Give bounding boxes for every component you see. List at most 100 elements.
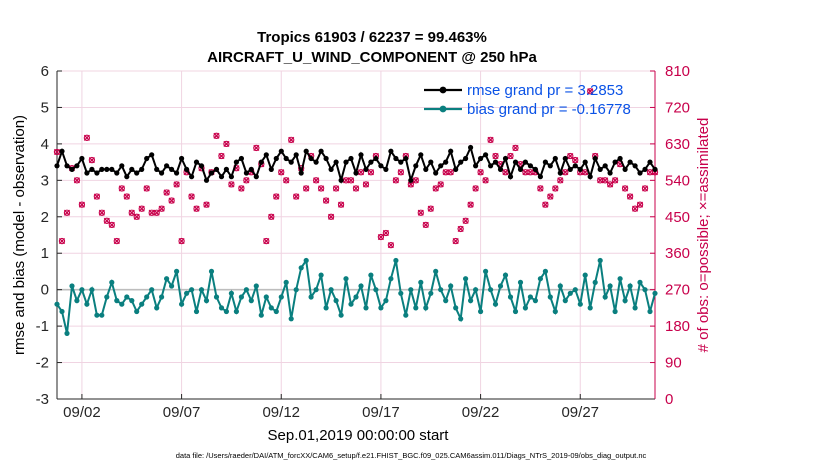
- bias-point: [109, 279, 115, 285]
- gridlines: [57, 70, 655, 400]
- bias-point: [348, 301, 354, 307]
- bias-point: [79, 287, 85, 293]
- rmse-point: [562, 155, 568, 162]
- rmse-point: [607, 170, 613, 176]
- obs-assimilated-mark: [93, 193, 100, 200]
- rmse-point: [547, 163, 553, 169]
- obs-assimilated-mark: [492, 152, 499, 160]
- bias-point: [383, 298, 389, 304]
- obs-possible-mark: [397, 169, 404, 176]
- x-tick-label: 09/22: [462, 404, 500, 421]
- rmse-point: [99, 166, 105, 172]
- obs-possible-mark: [626, 193, 634, 200]
- rmse-point: [373, 155, 379, 162]
- obs-possible-mark: [322, 197, 330, 204]
- obs-possible-mark: [288, 136, 295, 143]
- obs-assimilated-mark: [622, 185, 629, 192]
- bias-point: [473, 287, 479, 293]
- bias-point: [293, 287, 299, 293]
- rmse-point: [388, 148, 394, 154]
- rmse-point: [463, 155, 469, 162]
- obs-assimilated-mark: [377, 233, 384, 241]
- rmse-point: [333, 159, 339, 165]
- rmse-point: [228, 174, 234, 180]
- bias-point: [159, 294, 165, 300]
- x-tick-label: 09/07: [163, 404, 201, 421]
- bias-point: [144, 294, 150, 300]
- rmse-point: [278, 148, 284, 154]
- obs-assimilated-mark: [602, 177, 609, 184]
- y-tick-label: 2: [41, 209, 49, 226]
- data-file-footnote: data file: /Users/raeder/DAI/ATM_forcXX/…: [176, 451, 647, 460]
- y-tick-label: 6: [41, 63, 49, 80]
- bias-point: [627, 283, 633, 289]
- obs-assimilated-mark: [313, 177, 320, 184]
- obs-assimilated-mark: [362, 181, 370, 188]
- obs-assimilated-mark: [462, 217, 469, 224]
- bias-point: [233, 308, 239, 315]
- bias-point: [408, 287, 414, 293]
- rmse-point: [433, 170, 439, 176]
- obs-assimilated-mark: [288, 136, 295, 143]
- rmse-point: [243, 170, 249, 176]
- bias-point: [438, 287, 444, 293]
- obs-possible-mark: [362, 181, 370, 188]
- rmse-point: [104, 166, 110, 172]
- obs-possible-mark: [113, 237, 120, 245]
- obs-assimilated-mark: [223, 140, 230, 147]
- bias-point: [184, 290, 190, 296]
- obs-possible-mark: [567, 152, 574, 160]
- obs-possible-mark: [327, 213, 335, 220]
- bias-point: [69, 283, 75, 289]
- obs-possible-mark: [78, 201, 86, 208]
- rmse-point: [353, 170, 359, 176]
- obs-assimilated-mark: [397, 169, 404, 176]
- obs-possible-mark: [636, 201, 644, 208]
- obs-assimilated-mark: [452, 238, 459, 245]
- obs-assimilated-mark: [572, 157, 579, 164]
- obs-assimilated-mark: [113, 238, 120, 245]
- chart-title-line1: Tropics 61903 / 62237 = 99.463%: [257, 29, 487, 46]
- rmse-point: [408, 177, 414, 183]
- obs-possible-mark: [133, 213, 140, 220]
- obs-possible-mark: [213, 132, 220, 139]
- obs-assimilated-mark: [627, 193, 634, 200]
- obs-assimilated-mark: [557, 177, 564, 184]
- rmse-point: [308, 155, 314, 162]
- bias-point: [283, 279, 289, 285]
- obs-assimilated-mark: [303, 185, 310, 192]
- obs-assimilated-mark: [467, 201, 474, 208]
- bias-point: [208, 268, 215, 274]
- rmse-point: [423, 166, 429, 172]
- obs-possible-mark: [88, 156, 96, 164]
- bias-point: [537, 276, 544, 282]
- obs-possible-mark: [238, 185, 245, 192]
- obs-possible-mark: [223, 140, 230, 148]
- obs-possible-mark: [557, 177, 564, 184]
- bias-point: [179, 301, 185, 307]
- obs-possible-mark: [382, 229, 390, 237]
- bias-point: [413, 305, 419, 311]
- obs-assimilated-mark: [547, 193, 554, 200]
- obs-assimilated-mark: [53, 148, 61, 156]
- x-tick-label: 09/27: [561, 404, 599, 421]
- obs-possible-mark: [108, 221, 115, 229]
- rmse-point: [468, 144, 474, 151]
- axes: [56, 70, 656, 400]
- obs-possible-mark: [432, 185, 439, 192]
- y-right-tick-label: 810: [665, 63, 690, 80]
- rmse-point: [169, 166, 175, 172]
- bias-point: [463, 276, 469, 282]
- rmse-point: [378, 163, 384, 169]
- obs-assimilated-mark: [283, 177, 290, 184]
- legend: rmse grand pr = 3.2853 bias grand pr = -…: [424, 82, 631, 118]
- bias-point: [89, 287, 95, 293]
- bias-point: [84, 301, 90, 307]
- rmse-point: [537, 174, 544, 180]
- obs-possible-mark: [253, 144, 260, 152]
- bias-point: [522, 305, 529, 311]
- bias-point: [258, 312, 264, 318]
- bias-point: [313, 287, 319, 293]
- y-tick-label: -1: [36, 318, 49, 335]
